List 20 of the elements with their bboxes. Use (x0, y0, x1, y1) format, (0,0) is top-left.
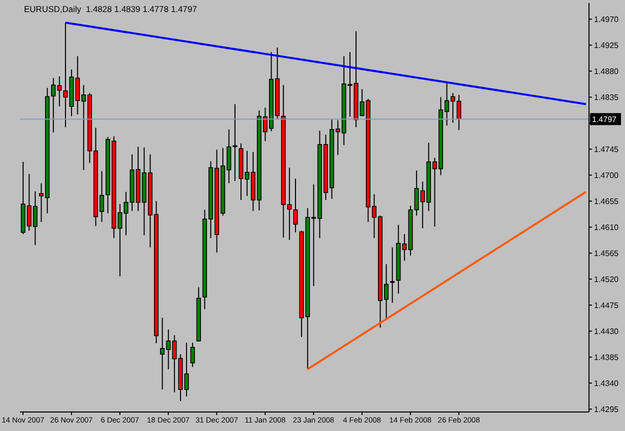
candlestick (293, 178, 298, 233)
y-tick-label: 1.4340 (594, 378, 620, 388)
y-tick-label: 1.4385 (594, 352, 620, 362)
y-tick-label: 1.4475 (594, 300, 620, 310)
y-tick-label: 1.4745 (594, 144, 620, 154)
y-tick-label: 1.4970 (594, 15, 620, 24)
candlestick (390, 246, 395, 304)
y-tick-label: 1.4700 (594, 170, 620, 180)
y-tick-label: 1.4835 (594, 93, 620, 102)
y-tick-label: 1.4880 (594, 67, 620, 76)
candlestick (190, 342, 195, 368)
y-tick-label: 1.4295 (594, 404, 620, 414)
y-tick-label: 1.4565 (594, 248, 620, 258)
y-tick-label: 1.4520 (594, 274, 620, 284)
y-tick-label: 1.4925 (594, 41, 620, 50)
ref-line-label: 1.4797 (592, 115, 618, 124)
y-tick-label: 1.4610 (594, 222, 620, 232)
chart-title: EURUSD,Daily 1.4828 1.4839 1.4778 1.4797 (24, 4, 197, 14)
y-tick-label: 1.4430 (594, 326, 620, 336)
y-tick-label: 1.4655 (594, 196, 620, 206)
